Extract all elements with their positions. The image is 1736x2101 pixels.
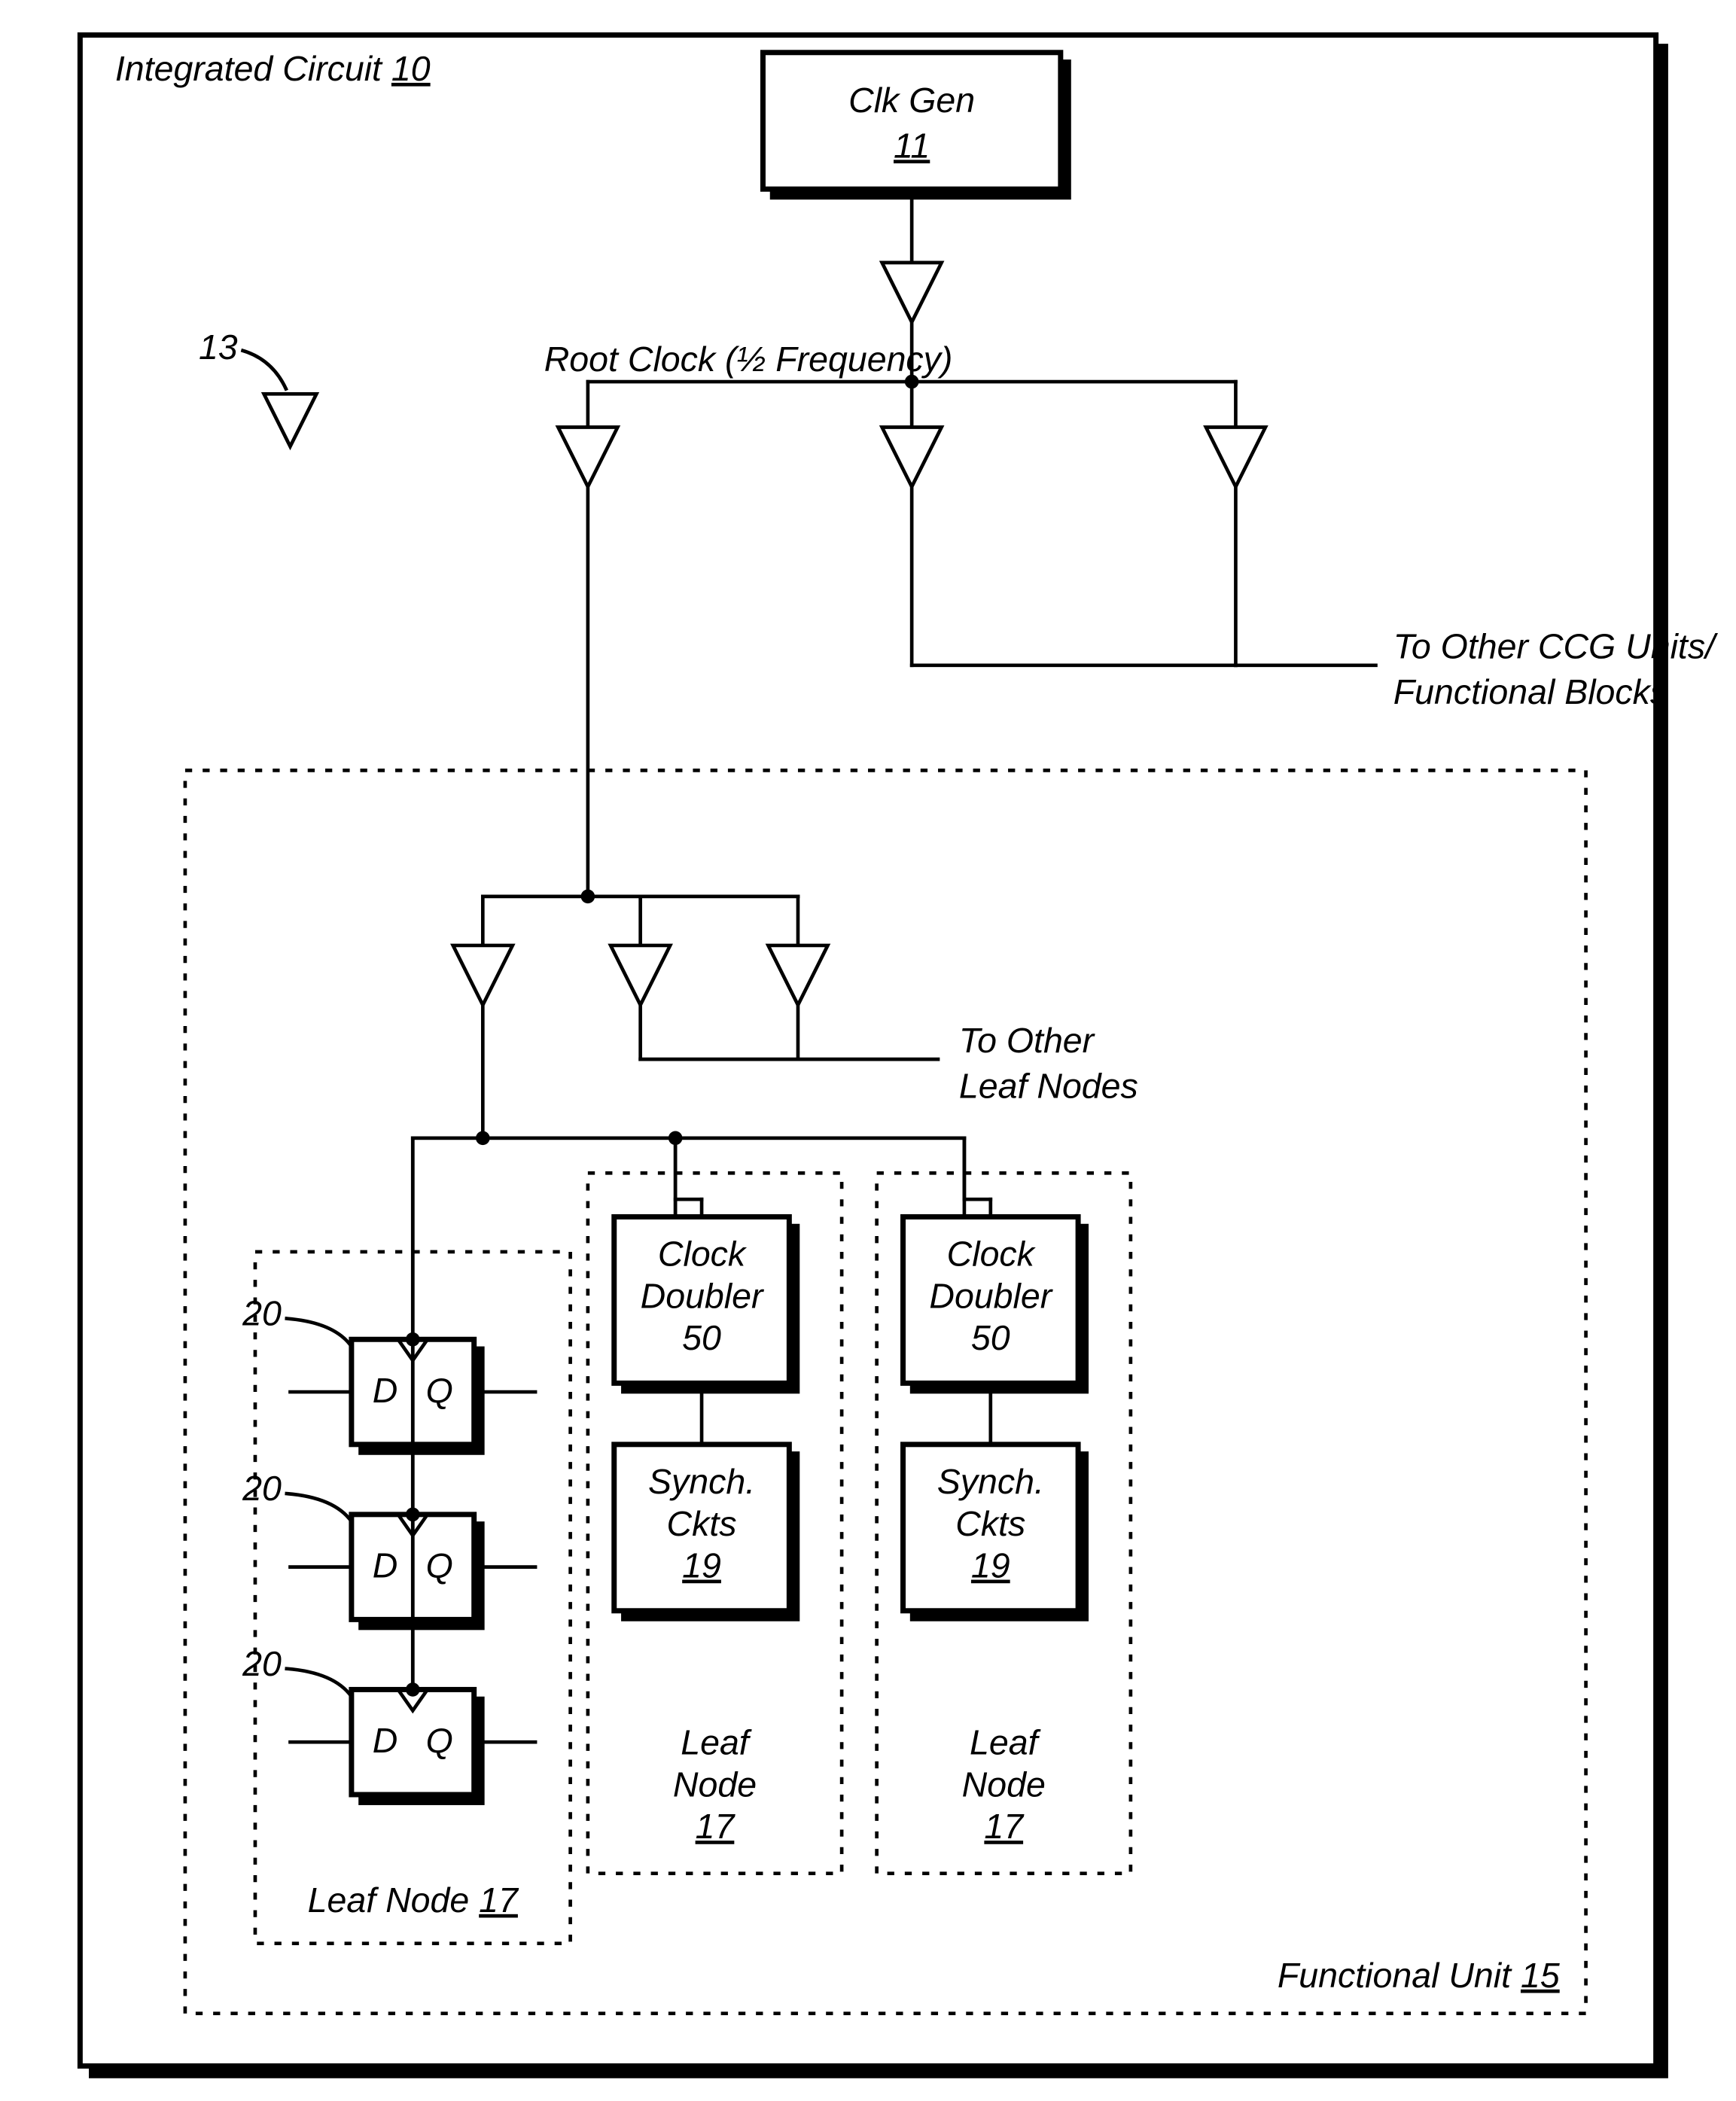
svg-text:Q: Q	[426, 1371, 453, 1410]
svg-text:19: 19	[682, 1546, 721, 1585]
svg-text:Functional Unit 15: Functional Unit 15	[1278, 1956, 1560, 1995]
svg-text:Doubler: Doubler	[929, 1276, 1053, 1315]
svg-text:Ckts: Ckts	[955, 1504, 1025, 1543]
svg-text:50: 50	[971, 1318, 1010, 1357]
svg-text:Q: Q	[426, 1721, 453, 1760]
svg-text:D: D	[373, 1371, 398, 1410]
svg-text:Node: Node	[962, 1765, 1046, 1804]
svg-text:Integrated Circuit 10: Integrated Circuit 10	[115, 49, 431, 88]
svg-text:17: 17	[696, 1807, 736, 1846]
svg-text:13: 13	[199, 327, 238, 367]
svg-text:To Other: To Other	[959, 1021, 1096, 1060]
svg-text:20: 20	[242, 1469, 282, 1508]
svg-text:Leaf Nodes: Leaf Nodes	[959, 1066, 1138, 1105]
svg-text:Leaf: Leaf	[970, 1722, 1041, 1761]
svg-text:17: 17	[984, 1807, 1025, 1846]
svg-text:Root Clock (½ Frequency): Root Clock (½ Frequency)	[544, 340, 953, 379]
svg-text:Synch.: Synch.	[937, 1462, 1044, 1501]
svg-text:50: 50	[682, 1318, 721, 1357]
svg-text:Clk Gen: Clk Gen	[848, 81, 975, 120]
svg-text:D: D	[373, 1721, 398, 1760]
svg-text:Clock: Clock	[658, 1235, 748, 1274]
circuit-diagram: Integrated Circuit 10 Clk Gen 11 Root Clock…	[0, 0, 1736, 2101]
svg-text:Synch.: Synch.	[648, 1462, 755, 1501]
svg-text:20: 20	[242, 1644, 282, 1683]
svg-text:To Other CCG Units/: To Other CCG Units/	[1393, 627, 1718, 666]
svg-text:Leaf Node 17: Leaf Node 17	[308, 1880, 519, 1920]
svg-text:Ckts: Ckts	[667, 1504, 737, 1543]
svg-text:20: 20	[242, 1294, 282, 1333]
svg-text:Q: Q	[426, 1546, 453, 1585]
svg-text:Leaf: Leaf	[681, 1722, 752, 1761]
svg-text:Doubler: Doubler	[641, 1276, 765, 1315]
svg-text:19: 19	[971, 1546, 1010, 1585]
svg-text:Functional Blocks: Functional Blocks	[1393, 672, 1667, 711]
svg-text:Clock: Clock	[947, 1235, 1037, 1274]
svg-text:11: 11	[894, 126, 930, 165]
svg-text:Node: Node	[673, 1765, 757, 1804]
svg-text:D: D	[373, 1546, 398, 1585]
